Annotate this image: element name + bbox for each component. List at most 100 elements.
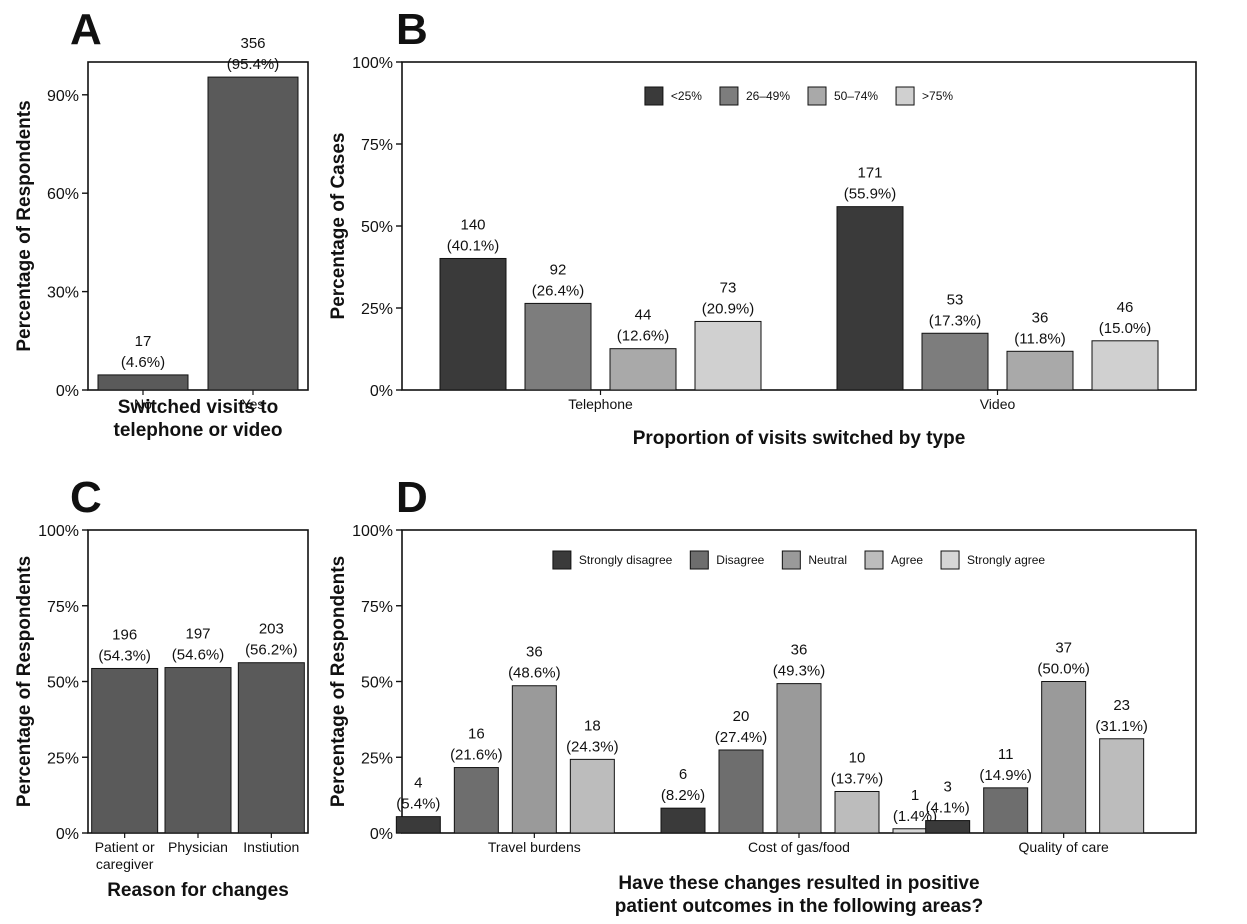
y-tick-label: 0% [370, 826, 393, 843]
y-tick-label: 50% [361, 219, 393, 236]
y-tick-label: 75% [361, 137, 393, 154]
legend-swatch [940, 550, 960, 570]
bar [660, 807, 706, 834]
data-label: (12.6%) [617, 328, 670, 345]
data-label: (13.7%) [831, 770, 884, 787]
y-tick-label: 75% [47, 599, 79, 616]
data-label: (4.6%) [121, 354, 165, 371]
bar [395, 816, 441, 834]
data-label: 18 [584, 717, 601, 734]
data-label: (54.3%) [98, 647, 151, 664]
x-tick-label: Physician [168, 839, 228, 855]
plot-frame [87, 61, 309, 391]
bar [1091, 340, 1159, 391]
data-label: 197 [185, 626, 210, 643]
data-label: 3 [943, 779, 951, 796]
panel-d-letter: D [396, 473, 428, 522]
y-axis-title: Percentage of Respondents [14, 556, 35, 807]
bar [609, 348, 677, 391]
data-label: (11.8%) [1014, 330, 1065, 347]
data-label: 171 [857, 165, 882, 182]
data-label: 140 [460, 216, 485, 233]
data-label: (54.6%) [172, 647, 225, 664]
y-tick-label: 50% [361, 675, 393, 692]
legend-label: Neutral [808, 553, 847, 567]
legend-label: 50–74% [834, 89, 878, 103]
data-label: 92 [550, 261, 567, 278]
data-label: (31.1%) [1095, 718, 1148, 735]
y-tick-label: 100% [352, 55, 393, 72]
data-label: 36 [526, 644, 543, 661]
x-axis-title: patient outcomes in the following areas? [615, 896, 983, 917]
bar [164, 667, 232, 834]
x-tick-label: Video [980, 396, 1016, 412]
legend-label: >75% [922, 89, 953, 103]
bar [1006, 350, 1074, 391]
y-tick-label: 25% [361, 301, 393, 318]
y-tick-label: 75% [361, 599, 393, 616]
data-label: 53 [947, 291, 964, 308]
legend-label: Disagree [716, 553, 764, 567]
bar [511, 685, 557, 834]
data-label: (48.6%) [508, 665, 561, 682]
x-tick-label: Telephone [568, 396, 633, 412]
data-label: (27.4%) [715, 729, 768, 746]
x-tick-label: Travel burdens [488, 839, 581, 855]
bar [524, 302, 592, 391]
bar [439, 257, 507, 391]
bar [718, 749, 764, 834]
x-tick-label: No [134, 396, 152, 412]
bar [207, 76, 299, 391]
x-tick-label: Instiution [243, 839, 299, 855]
data-label: 20 [733, 708, 750, 725]
y-tick-label: 90% [47, 88, 79, 105]
bar [836, 206, 904, 391]
panel-c: C 0% 25% 50% 75% 100%Percentage of Responden… [14, 473, 309, 901]
data-label: 73 [720, 279, 737, 296]
data-label: 16 [468, 726, 485, 743]
data-label: 36 [1032, 309, 1049, 326]
data-label: 36 [791, 642, 808, 659]
x-axis-title: Switched visits to [118, 397, 278, 418]
y-tick-label: 25% [47, 750, 79, 767]
legend-swatch [644, 86, 664, 106]
panel-d: D 0% 25% 50% 75% 100%Percentage of Responden… [328, 473, 1197, 917]
data-label: (50.0%) [1037, 661, 1090, 678]
x-tick-label: Yes [242, 396, 265, 412]
data-label: (4.1%) [926, 800, 970, 817]
y-tick-label: 25% [361, 750, 393, 767]
bar [1099, 738, 1145, 834]
legend-label: 26–49% [746, 89, 790, 103]
data-label: 196 [112, 626, 137, 643]
y-tick-label: 100% [352, 523, 393, 540]
legend: Strongly disagree Disagree Neutral Agree Str… [552, 550, 1045, 570]
x-tick-label: Quality of care [1019, 839, 1109, 855]
data-label: (20.9%) [702, 300, 755, 317]
panel-b-letter: B [396, 5, 428, 54]
data-label: 356 [240, 35, 265, 52]
y-tick-label: 60% [47, 186, 79, 203]
panel-c-letter: C [70, 473, 102, 522]
data-label: (26.4%) [532, 282, 585, 299]
y-tick-label: 0% [56, 826, 79, 843]
data-label: (15.0%) [1099, 320, 1152, 337]
y-axis-title: Percentage of Respondents [14, 100, 35, 351]
legend-label: Strongly agree [967, 553, 1045, 567]
y-tick-label: 0% [56, 383, 79, 400]
bar [569, 758, 615, 834]
data-label: (55.9%) [844, 186, 897, 203]
data-label: (21.6%) [450, 747, 503, 764]
x-tick-label: Cost of gas/food [748, 839, 850, 855]
data-label: 10 [849, 749, 866, 766]
bar [91, 667, 159, 834]
legend-swatch [689, 550, 709, 570]
legend-swatch [781, 550, 801, 570]
legend-swatch [864, 550, 884, 570]
x-axis-title: Reason for changes [107, 880, 289, 901]
y-tick-label: 30% [47, 285, 79, 302]
legend-swatch [719, 86, 739, 106]
data-label: (5.4%) [396, 796, 440, 813]
data-label: 44 [635, 307, 652, 324]
y-tick-label: 0% [370, 383, 393, 400]
bar [921, 332, 989, 391]
